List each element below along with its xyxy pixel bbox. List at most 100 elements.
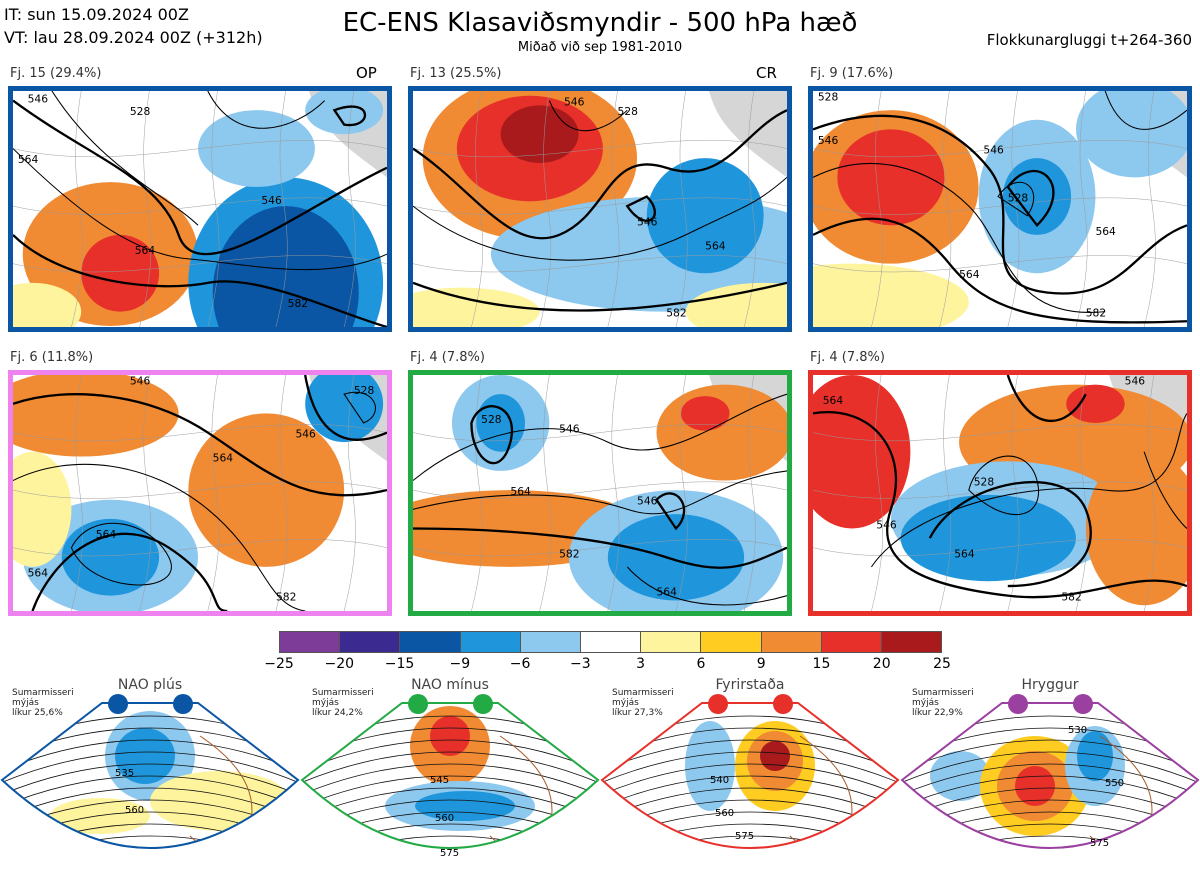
regime-note-line: líkur 24,2% <box>312 708 363 718</box>
graticule-line <box>275 91 288 327</box>
anomaly-area <box>680 396 730 431</box>
height-contour <box>548 100 628 132</box>
contour-label: 530 <box>1068 725 1087 736</box>
graticule-line <box>743 375 756 611</box>
height-contour <box>813 411 1187 599</box>
regime-note-line: líkur 22,9% <box>912 708 963 718</box>
graticule-line <box>13 197 387 215</box>
graticule-line <box>207 91 220 327</box>
anomaly-area <box>837 129 945 226</box>
anomaly-area <box>476 394 526 452</box>
contour-label: 564 <box>954 547 975 560</box>
contour-label: 564 <box>18 153 39 166</box>
regime-note-line: mýjás <box>312 698 339 708</box>
regime-note-line: mýjás <box>912 698 939 708</box>
cluster-map-plot: 546 528 546 564 582 <box>413 91 787 327</box>
cluster-label: Fj. 15 (29.4%) <box>10 66 102 81</box>
regime-outline <box>300 702 600 849</box>
regime-name: Hryggur <box>1021 677 1079 693</box>
regime-note-line: líkur 27,3% <box>612 708 663 718</box>
graticule-line <box>1075 375 1088 611</box>
graticule-line <box>275 375 288 611</box>
height-contour <box>602 775 898 817</box>
height-contour <box>1104 91 1187 130</box>
contour-label: 564 <box>135 244 156 257</box>
contour-label: 528 <box>618 105 639 118</box>
regime-marker <box>408 694 428 714</box>
contour-label: 546 <box>559 423 580 436</box>
contour-label: 564 <box>1095 225 1116 238</box>
graticule-line <box>813 140 1187 158</box>
graticule-line <box>413 197 787 215</box>
anomaly-area <box>115 728 175 784</box>
legend-tick-label: 15 <box>812 656 831 672</box>
graticule-line <box>871 375 883 611</box>
contour-label: 560 <box>435 813 454 824</box>
contour-label: 564 <box>705 239 726 252</box>
contour-label: 550 <box>1105 778 1124 789</box>
height-contour <box>302 751 598 793</box>
height-contour <box>13 99 387 256</box>
legend-tick-label: −25 <box>264 656 294 672</box>
height-contour <box>13 148 387 271</box>
regime-marker <box>473 694 493 714</box>
graticule-line <box>13 481 387 499</box>
legend-tick-label: −15 <box>384 656 415 672</box>
cluster-map: 546 528 546 564 564 564 582 <box>8 370 392 616</box>
anomaly-area <box>813 263 969 327</box>
anomaly-area <box>61 518 160 596</box>
graticule-line <box>13 140 387 158</box>
cluster-map-plot: 528 546 564 546 582 564 <box>413 375 787 611</box>
height-contour <box>413 176 787 261</box>
height-contour <box>870 413 1187 568</box>
height-contour <box>13 393 387 497</box>
height-contour <box>813 217 1187 324</box>
legend-swatch <box>399 631 460 653</box>
contour-label: 564 <box>96 528 117 541</box>
anomaly-area <box>1085 451 1187 606</box>
height-contour <box>302 763 598 805</box>
regime-name: Fyrirstaða <box>715 677 785 693</box>
regime-name: NAO plús <box>117 677 183 693</box>
cluster-label: Fj. 4 (7.8%) <box>410 350 485 365</box>
height-contour <box>343 391 376 424</box>
graticule-line <box>343 375 356 611</box>
anomaly-area <box>188 413 345 567</box>
cluster-map: 528 546 546 528 564 564 582 <box>808 86 1192 332</box>
regime-note: Sumarmisseri mýjás líkur 25,6% <box>12 688 74 718</box>
anomaly-area <box>656 384 787 481</box>
land-shading <box>709 91 787 178</box>
regime-map: 545 560 575 NAO mínus Sumarmisseri mýjás líkur… <box>300 676 600 871</box>
height-contour <box>602 751 898 793</box>
height-contour <box>928 480 1092 588</box>
anomaly-area <box>646 158 764 274</box>
contour-label: 546 <box>818 134 839 147</box>
cluster-label: Fj. 13 (25.5%) <box>410 66 502 81</box>
contour-label: 575 <box>440 848 459 859</box>
legend-swatch <box>640 631 701 653</box>
graticule-line <box>813 481 1187 499</box>
legend-swatch <box>579 631 641 653</box>
cluster-map-plot: 564 546 528 546 564 582 <box>813 375 1187 611</box>
height-contour <box>602 847 898 848</box>
anomaly-area <box>212 206 359 327</box>
height-contour <box>2 835 298 848</box>
anomaly-area <box>500 105 579 163</box>
regime-outline <box>0 702 300 849</box>
contour-label: 528 <box>818 91 839 104</box>
graticule-line <box>607 91 620 327</box>
anomaly-area <box>81 234 160 312</box>
anomaly-area <box>413 287 540 327</box>
graticule-line <box>539 375 552 611</box>
height-contour <box>13 463 306 611</box>
cluster-map-plot: 546 528 546 564 564 564 582 <box>13 375 387 611</box>
height-contour <box>413 470 787 515</box>
regime-marker <box>173 694 193 714</box>
graticule-line <box>1075 91 1088 327</box>
graticule-line <box>13 424 387 442</box>
graticule-line <box>139 375 152 611</box>
graticule-line <box>813 424 1187 442</box>
graticule-line <box>813 539 1187 557</box>
height-contour <box>813 114 1187 295</box>
graticule-line <box>1143 91 1156 327</box>
